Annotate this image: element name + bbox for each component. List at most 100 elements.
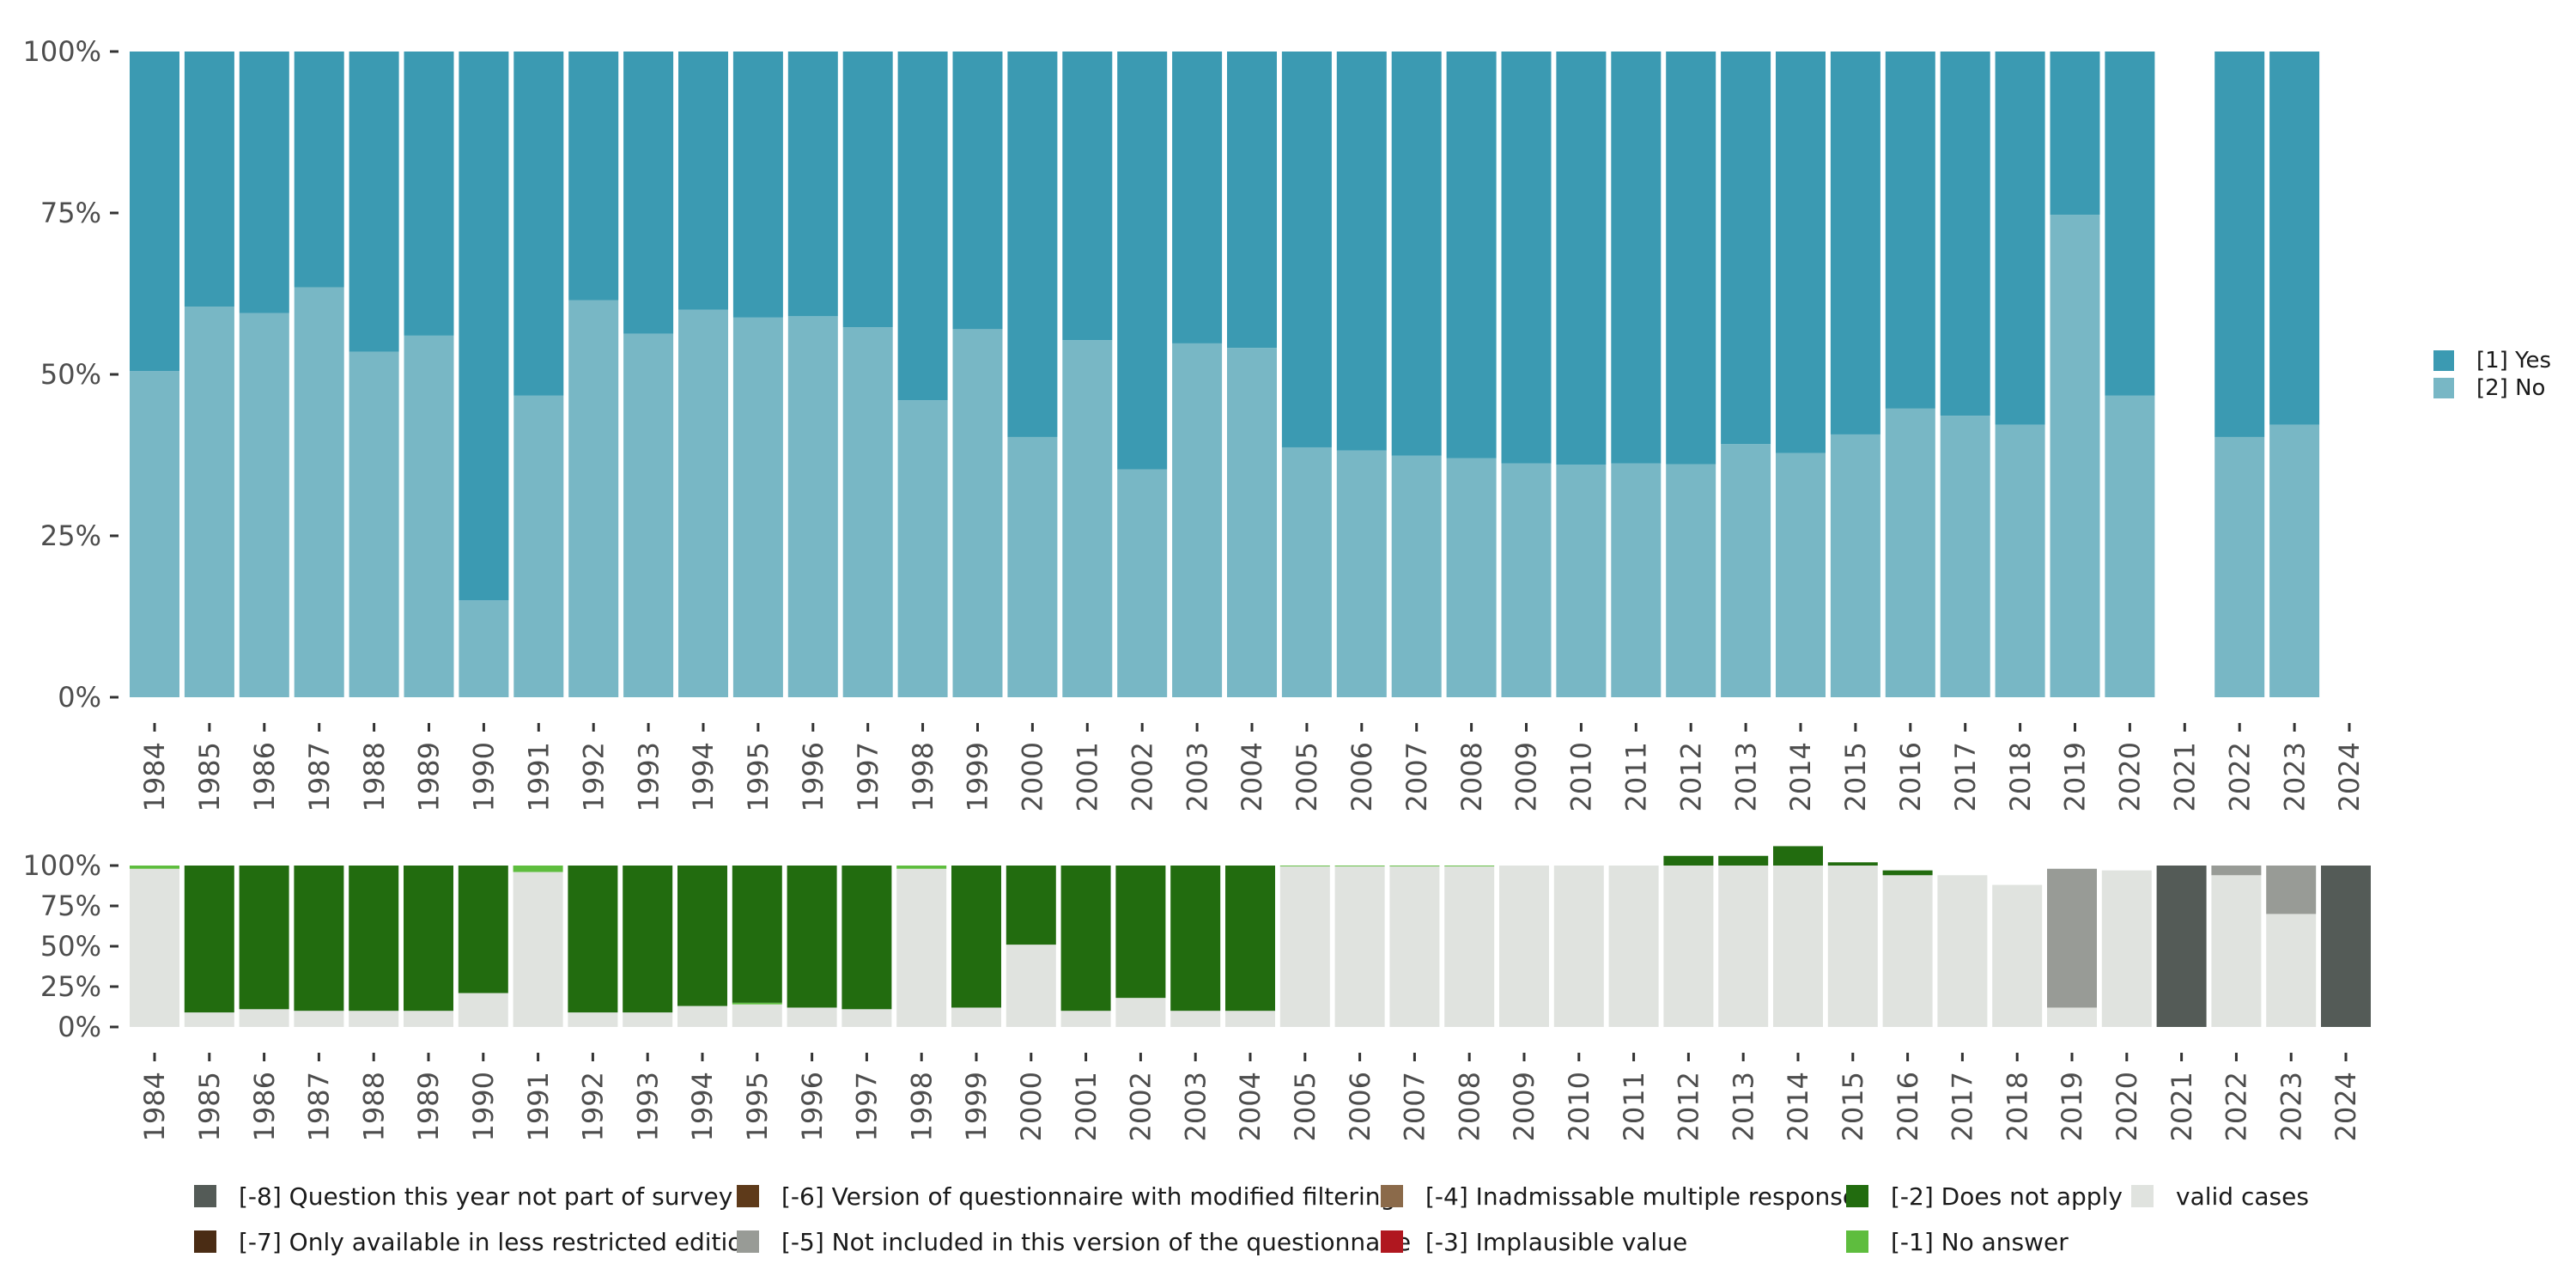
x-tick-label-1984: 1984 — [138, 1072, 171, 1141]
legend-swatch-3-implausible-value — [1381, 1230, 1403, 1253]
bar-1995-2-no — [732, 317, 783, 697]
bar-2000-valid-cases — [1005, 945, 1056, 1027]
bar-2003-1-yes — [1172, 52, 1223, 343]
bar-2012-2-does-not-apply — [1663, 855, 1714, 866]
bar-2008-2-no — [1446, 458, 1497, 697]
x-tick-label-2022: 2022 — [2223, 742, 2256, 811]
bar-1999-valid-cases — [951, 1007, 1001, 1027]
bar-2003-valid-cases — [1170, 1011, 1221, 1027]
bar-2013-1-yes — [1721, 52, 1771, 445]
legend-label-5-not-included-in-this-version-of-the-questionnaire: [-5] Not included in this version of the… — [781, 1228, 1411, 1256]
bar-2019-5-not-included-in-this-version-of-the-questionnaire — [2047, 868, 2097, 1008]
bar-1986-2-does-not-apply — [239, 866, 289, 1010]
x-tick-label-2004: 2004 — [1234, 1072, 1267, 1141]
bar-1990-1-yes — [459, 52, 509, 601]
x-tick-label-2004: 2004 — [1236, 742, 1268, 811]
bar-1990-2-no — [459, 600, 509, 697]
bar-1993-2-no — [623, 333, 674, 697]
bar-1994-2-no — [678, 309, 728, 697]
x-tick-label-2016: 2016 — [1894, 742, 1927, 811]
bar-2011-valid-cases — [1608, 866, 1659, 1027]
bar-1991-valid-cases — [513, 872, 563, 1027]
y-tick-label: 25% — [40, 519, 101, 552]
bar-2020-valid-cases — [2101, 870, 2152, 1027]
bar-2009-valid-cases — [1499, 866, 1549, 1027]
bar-1989-2-no — [404, 335, 454, 697]
x-tick-label-1989: 1989 — [413, 742, 446, 811]
bar-2022-5-not-included-in-this-version-of-the-questionnaire — [2211, 866, 2262, 876]
bar-1984-1-no-answer — [130, 866, 179, 869]
legend-label-1-no-answer: [-1] No answer — [1891, 1228, 2069, 1256]
x-tick-label-2015: 2015 — [1839, 742, 1872, 811]
x-tick-label-2010: 2010 — [1563, 1072, 1595, 1141]
x-tick-label-1993: 1993 — [632, 742, 665, 811]
bar-2006-valid-cases — [1334, 866, 1385, 1027]
bar-2004-2-no — [1227, 348, 1277, 697]
bar-2007-valid-cases — [1389, 866, 1440, 1027]
bar-2024-8-question-this-year-not-part-of-survey — [2321, 866, 2371, 1027]
bar-1997-2-does-not-apply — [841, 866, 892, 1010]
x-tick-label-1985: 1985 — [193, 1072, 226, 1141]
x-tick-label-2012: 2012 — [1673, 1072, 1705, 1141]
bar-2012-2-no — [1666, 464, 1716, 697]
bar-2006-2-no — [1336, 450, 1387, 697]
bar-1985-2-does-not-apply — [184, 866, 234, 1013]
legend-swatch-5-not-included-in-this-version-of-the-questionnaire — [737, 1230, 759, 1253]
bar-1999-1-yes — [952, 52, 1003, 330]
x-tick-label-1985: 1985 — [193, 742, 226, 811]
bar-1993-2-does-not-apply — [623, 866, 673, 1013]
x-tick-label-2006: 2006 — [1346, 742, 1378, 811]
y-tick-label: 100% — [23, 849, 101, 882]
x-tick-label-1988: 1988 — [358, 742, 391, 811]
bar-1997-valid-cases — [841, 1009, 892, 1027]
y-tick-label: 50% — [40, 358, 101, 391]
x-tick-label-2013: 2013 — [1727, 1072, 1759, 1141]
x-tick-label-2020: 2020 — [2114, 742, 2147, 811]
bar-1998-1-yes — [897, 52, 948, 401]
legend-swatch-1-yes — [2433, 350, 2454, 371]
bar-2010-2-no — [1556, 465, 1607, 697]
bar-2013-2-no — [1721, 444, 1771, 697]
bar-1986-valid-cases — [239, 1009, 289, 1027]
bar-1998-2-no — [897, 400, 948, 697]
x-tick-label-1986: 1986 — [248, 1072, 281, 1141]
x-tick-label-1997: 1997 — [851, 1072, 884, 1141]
x-tick-label-1991: 1991 — [522, 1072, 555, 1141]
x-tick-label-2006: 2006 — [1344, 1072, 1376, 1141]
x-tick-label-1993: 1993 — [631, 1072, 664, 1141]
x-tick-label-1999: 1999 — [962, 742, 994, 811]
x-tick-label-1995: 1995 — [742, 742, 775, 811]
bar-2019-1-yes — [2050, 52, 2100, 216]
x-tick-label-2011: 2011 — [1618, 1072, 1650, 1141]
x-tick-label-2003: 2003 — [1179, 1072, 1212, 1141]
bar-2019-valid-cases — [2047, 1007, 2097, 1027]
bar-1990-valid-cases — [458, 993, 508, 1027]
x-tick-label-2018: 2018 — [2004, 742, 2037, 811]
bar-2019-2-no — [2050, 215, 2100, 698]
bar-1987-2-does-not-apply — [294, 866, 344, 1012]
legend-label-2-no: [2] No — [2476, 375, 2545, 401]
x-tick-label-2019: 2019 — [2059, 742, 2092, 811]
bar-2001-valid-cases — [1060, 1011, 1111, 1027]
bar-1996-valid-cases — [787, 1007, 837, 1027]
bar-2023-2-no — [2269, 424, 2320, 697]
x-tick-label-2005: 2005 — [1289, 1072, 1321, 1141]
bar-1987-1-yes — [294, 52, 344, 288]
bar-2018-valid-cases — [1992, 884, 2043, 1027]
legend-swatch-2-no — [2433, 378, 2454, 398]
bar-2014-1-yes — [1776, 52, 1826, 453]
x-tick-label-1990: 1990 — [468, 742, 501, 811]
x-tick-label-2012: 2012 — [1674, 742, 1707, 811]
bar-2015-1-yes — [1830, 52, 1880, 434]
bar-2017-valid-cases — [1937, 875, 1988, 1027]
bar-1984-2-no — [130, 371, 179, 697]
bar-2014-2-does-not-apply — [1773, 846, 1823, 866]
y-tick-label: 75% — [40, 197, 101, 229]
bar-1988-2-no — [349, 351, 399, 697]
bar-1996-2-does-not-apply — [787, 866, 837, 1008]
bar-2000-2-no — [1007, 436, 1058, 697]
x-tick-label-2023: 2023 — [2275, 1072, 2307, 1141]
bar-2008-valid-cases — [1444, 866, 1495, 1027]
bar-1986-1-yes — [239, 52, 289, 313]
